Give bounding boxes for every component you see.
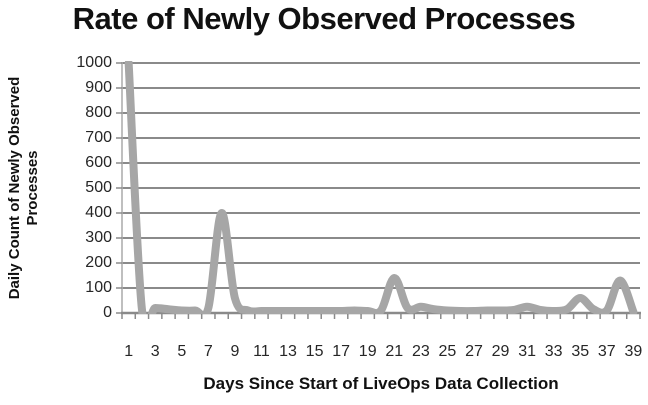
y-tick-label-100: 100 bbox=[85, 279, 112, 296]
y-tick-label-300: 300 bbox=[85, 229, 112, 246]
x-tick-label-27: 27 bbox=[465, 343, 483, 360]
chart-title: Rate of Newly Observed Processes bbox=[72, 1, 576, 36]
y-tick-label-200: 200 bbox=[85, 254, 112, 271]
y-tick-label-1000: 1000 bbox=[76, 54, 112, 71]
x-tick-label-39: 39 bbox=[624, 343, 643, 360]
y-tick-label-700: 700 bbox=[85, 129, 112, 146]
x-tick-label-15: 15 bbox=[305, 343, 324, 360]
x-tick-label-25: 25 bbox=[438, 343, 457, 360]
x-tick-label-19: 19 bbox=[358, 343, 377, 360]
x-tick-label-17: 17 bbox=[332, 343, 351, 360]
y-tick-label-800: 800 bbox=[85, 104, 112, 121]
x-tick-label-1: 1 bbox=[124, 343, 134, 360]
y-tick-label-600: 600 bbox=[85, 154, 112, 171]
x-axis-title: Days Since Start of LiveOps Data Collect… bbox=[203, 374, 559, 393]
x-tick-label-21: 21 bbox=[385, 343, 404, 360]
x-tick-label-13: 13 bbox=[279, 343, 297, 360]
x-tick-label-29: 29 bbox=[491, 343, 510, 360]
y-tick-label-900: 900 bbox=[85, 79, 112, 96]
x-tick-label-33: 33 bbox=[544, 343, 563, 360]
x-tick-label-31: 31 bbox=[518, 343, 536, 360]
y-tick-label-400: 400 bbox=[85, 204, 112, 221]
x-tick-label-23: 23 bbox=[411, 343, 430, 360]
x-tick-label-3: 3 bbox=[150, 343, 160, 360]
y-tick-label-500: 500 bbox=[85, 179, 112, 196]
data-series-line bbox=[124, 61, 638, 314]
x-tick-label-11: 11 bbox=[253, 343, 270, 360]
x-tick-label-7: 7 bbox=[203, 343, 213, 360]
y-tick-label-0: 0 bbox=[103, 304, 112, 321]
x-tick-label-5: 5 bbox=[177, 343, 187, 360]
x-tick-label-9: 9 bbox=[230, 343, 240, 360]
x-tick-label-37: 37 bbox=[597, 343, 616, 360]
x-tick-label-35: 35 bbox=[571, 343, 590, 360]
